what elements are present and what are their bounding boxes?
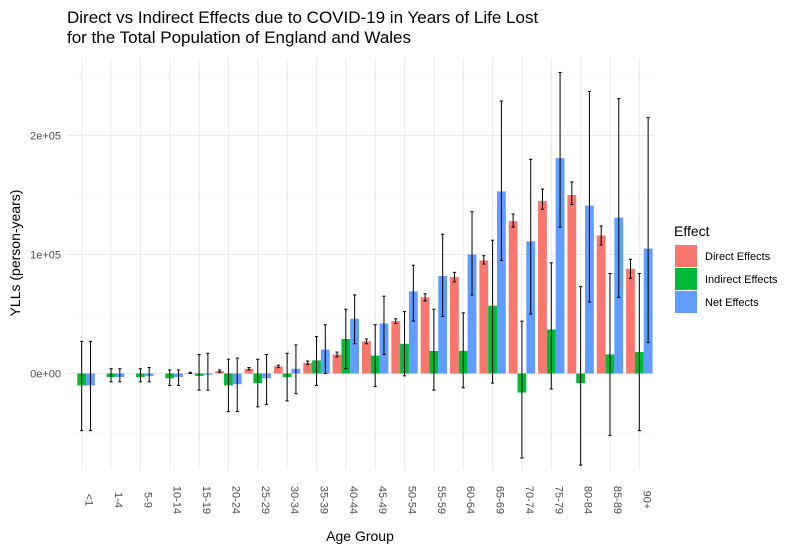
legend-key-indirect-effects: [675, 268, 697, 290]
direct-effects-bar: [361, 341, 371, 374]
direct-effects-bar: [420, 297, 430, 374]
direct-effects-bar: [626, 268, 635, 374]
errorbars-layer: [80, 71, 650, 466]
direct-effects-bar: [567, 195, 577, 374]
bars-layer: [68, 158, 653, 393]
x-tick-label: 60-64: [464, 486, 476, 514]
direct-effects-bar: [303, 362, 313, 374]
x-tick-label: 90+: [640, 491, 652, 510]
net-effects-bar: [555, 158, 565, 374]
direct-effects-bar: [273, 366, 283, 374]
x-tick-label: 55-59: [435, 486, 447, 514]
x-tick-label: 25-29: [259, 486, 271, 514]
legend-label-net-effects: Net Effects: [705, 297, 759, 309]
chart-title-line-1: Direct vs Indirect Effects due to COVID-…: [67, 8, 538, 27]
net-effects-bar: [350, 318, 360, 374]
x-tick-label: 70-74: [523, 486, 535, 514]
x-tick-label: 15-19: [200, 486, 212, 514]
x-tick-label: 65-69: [494, 486, 506, 514]
x-tick-label: 1-4: [112, 492, 124, 508]
legend-label-direct-effects: Direct Effects: [705, 251, 771, 263]
x-tick-label: <1: [83, 494, 95, 507]
direct-effects-bar: [244, 368, 254, 374]
legend: Effect Direct Effects Indirect Effects Net…: [674, 223, 778, 313]
net-effects-bar: [438, 275, 448, 374]
x-tick-label: 10-14: [171, 486, 183, 514]
direct-effects-bar: [596, 235, 606, 374]
chart-title-line-2: for the Total Population of England and …: [67, 28, 411, 47]
x-tick-label: 50-54: [406, 486, 418, 514]
y-tick-label: 0e+00: [30, 369, 61, 381]
direct-effects-bar: [450, 277, 459, 374]
direct-effects-bar: [391, 321, 401, 374]
legend-label-indirect-effects: Indirect Effects: [705, 274, 778, 286]
x-tick-label: 20-24: [229, 486, 241, 514]
x-tick-label: 45-49: [376, 486, 388, 514]
x-axis-title: Age Group: [326, 528, 394, 544]
legend-key-net-effects: [675, 291, 697, 313]
legend-key-direct-effects: [675, 245, 697, 267]
net-effects-bar: [408, 291, 418, 374]
direct-effects-bar: [508, 221, 518, 374]
x-tick-label: 30-34: [288, 486, 300, 514]
y-axis-title: YLLs (person-years): [7, 190, 23, 317]
x-tick-label: 85-89: [611, 486, 623, 514]
x-tick-label: 80-84: [582, 486, 594, 514]
y-tick-label: 1e+05: [30, 250, 61, 262]
y-tick-label: 2e+05: [30, 131, 61, 143]
direct-effects-bar: [538, 200, 547, 374]
net-effects-bar: [467, 254, 477, 374]
net-effects-bar: [496, 191, 506, 374]
legend-title: Effect: [674, 223, 710, 239]
x-tick-label: 5-9: [141, 492, 153, 508]
x-tick-label: 75-79: [552, 486, 564, 514]
x-tick-label: 35-39: [317, 486, 329, 514]
x-tick-label: 40-44: [347, 486, 359, 514]
direct-effects-bar: [479, 260, 489, 374]
direct-effects-bar: [332, 354, 342, 374]
ticks-layer: 0e+00 1e+05 2e+05 <1 1-4 5-9 10-14 15-19 20-24 25…: [30, 131, 652, 515]
grid-layer: [67, 58, 654, 470]
